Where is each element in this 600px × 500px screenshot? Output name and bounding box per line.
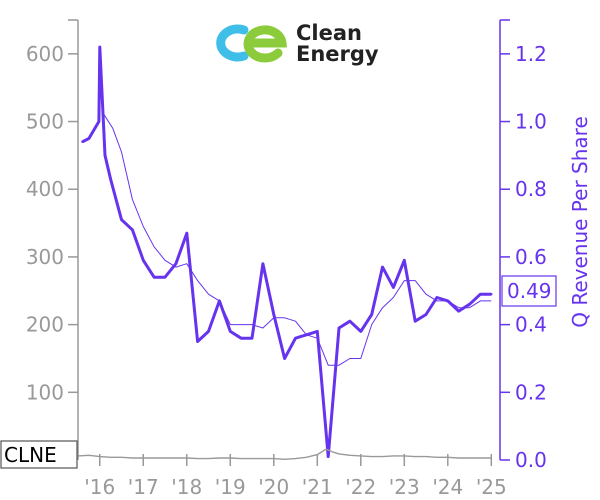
revenue-point [468,303,471,306]
right-tick-label: 0.2 [515,380,547,404]
left-tick-label: 100 [26,380,64,404]
axes: 100 200 300 400 500 600 0.0 0.2 0.4 0.6 0.8 1.0 1.2 '… [26,19,592,499]
ticker-frame [0,440,78,469]
left-tick-label: 300 [26,245,64,269]
last-value-frame [501,275,557,307]
revenue-point [229,330,232,333]
revenue-point [348,320,352,323]
left-tick-label: 400 [26,177,64,201]
ticker-box: CLNE [0,440,78,469]
logo-text-clean: Clean [296,21,362,45]
revenue-point [87,137,91,140]
x-tick-label: '21 [302,475,333,499]
revenue-point [490,293,493,296]
revenue-point [337,326,341,330]
clean-energy-logo: Clean Energy [216,21,379,66]
x-tick-label: '24 [432,475,463,499]
last-value-text: 0.49 [507,279,552,303]
right-tick-label: 0.8 [515,177,547,201]
revenue-point [250,337,254,340]
revenue-point [261,262,265,265]
series-line-price [77,448,492,460]
revenue-point [120,218,123,221]
revenue-point [272,313,275,316]
revenue-point [207,330,210,333]
series-line-thick [81,45,492,459]
x-tick-label: '18 [171,475,202,499]
logo-mark-left [216,24,249,62]
logo-text-energy: Energy [296,42,379,66]
series-line-thin [103,114,492,366]
right-tick-label: 1.2 [515,42,547,66]
right-tick-label: 0.4 [515,313,547,337]
series-layer [77,45,493,460]
left-tick-label: 200 [26,313,64,337]
x-tick-label: '19 [215,475,246,499]
x-tick-label: '17 [128,475,159,499]
revenue-point [97,120,101,123]
revenue-point [294,337,297,340]
right-axis-title: Q Revenue Per Share [568,116,592,328]
revenue-point [283,357,286,360]
x-tick-label: '22 [345,475,376,499]
revenue-point [479,293,482,296]
right-tick-label: 0.6 [515,245,547,269]
revenue-point [414,320,417,323]
revenue-point [392,286,395,289]
left-tick-label: 500 [26,110,64,134]
left-tick-label: 600 [26,42,64,66]
revenue-point [424,313,428,316]
revenue-point [142,259,145,262]
right-tick-label: 0.0 [515,448,547,472]
revenue-point [163,276,167,279]
x-tick-label: '23 [389,475,420,499]
revenue-point [403,259,406,262]
revenue-point [131,228,134,231]
revenue-point [185,232,188,235]
revenue-point [174,262,178,265]
revenue-point [381,265,384,269]
revenue-point [152,276,156,279]
revenue-point [359,330,362,333]
right-tick-label: 1.0 [515,110,547,134]
revenue-point [327,455,330,458]
x-tick-label: '25 [476,475,507,499]
logo-mark-right [243,25,287,63]
revenue-point [196,340,199,343]
revenue-point [457,309,460,313]
revenue-point [98,45,102,49]
revenue-point [316,330,319,333]
revenue-point [81,140,84,143]
revenue-point [435,296,439,299]
x-tick-label: '20 [258,475,289,499]
revenue-point [103,154,107,157]
revenue-point [370,313,373,316]
revenue-point [109,177,112,181]
revenue-point [239,337,243,340]
ticker-symbol: CLNE [4,443,57,467]
last-value-box: 0.49 [501,275,557,307]
x-tick-label: '16 [84,475,115,499]
